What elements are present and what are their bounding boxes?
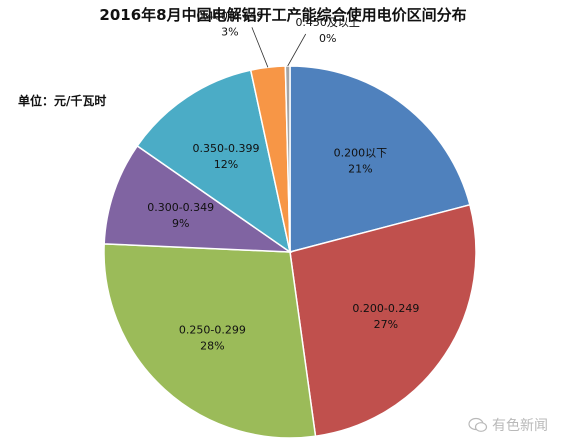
pie-slice (136, 69, 292, 254)
slice-category-label: 0.200-0.249 (352, 302, 419, 315)
slice-percent-label: 9% (172, 217, 189, 230)
watermark: 有色新闻 (468, 415, 548, 435)
slice-percent-label: 21% (348, 163, 372, 176)
pie-slice (284, 65, 291, 253)
pie-slice (103, 144, 293, 253)
slice-category-label: 0.250-0.299 (179, 323, 246, 336)
pie-slice (103, 243, 317, 439)
watermark-text: 有色新闻 (492, 418, 548, 434)
slice-percent-label: 0% (319, 32, 336, 45)
slice-category-label: 0.400-0.449 (196, 9, 263, 22)
slice-category-label: 0.300-0.349 (147, 201, 214, 214)
slice-category-label: 0.450及以上 (295, 16, 360, 29)
leader-line (287, 33, 307, 67)
slice-percent-label: 27% (374, 318, 398, 331)
slice-percent-label: 3% (221, 25, 238, 38)
leader-line (251, 27, 269, 68)
slice-percent-label: 12% (214, 158, 238, 171)
pie-slice (289, 65, 471, 253)
unit-note: 单位：元/千瓦时 (18, 94, 107, 108)
slice-percent-label: 28% (200, 339, 224, 352)
slice-category-label: 0.350-0.399 (193, 142, 260, 155)
slice-category-label: 0.200以下 (334, 147, 388, 160)
chart-title: 2016年8月中国电解铝开工产能综合使用电价区间分布 (99, 6, 467, 24)
pie-slice (289, 203, 477, 438)
wechat-icon (468, 417, 488, 432)
